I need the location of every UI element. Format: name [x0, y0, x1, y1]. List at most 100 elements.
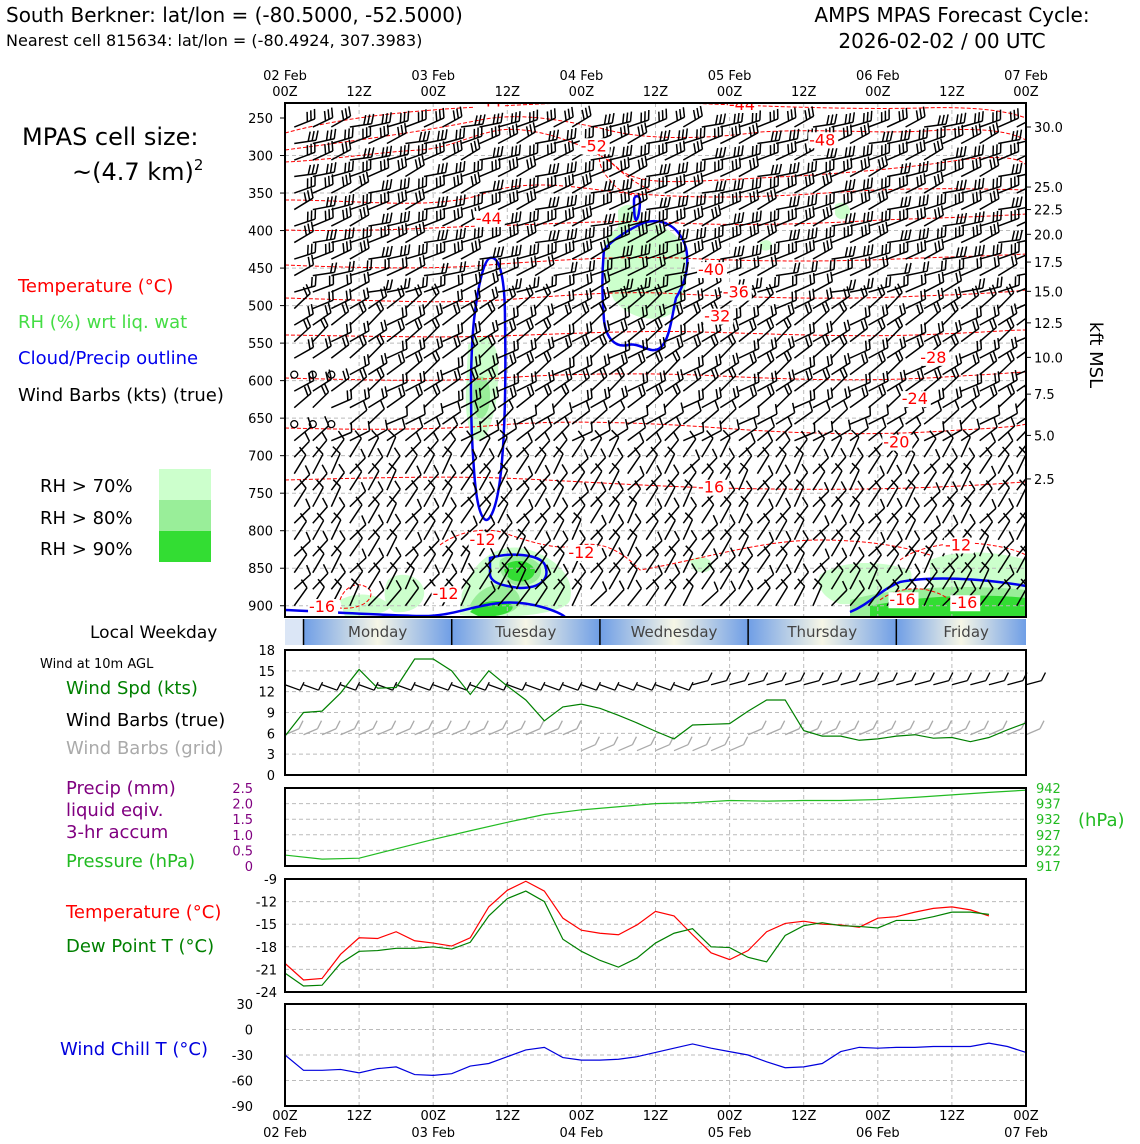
- wind-barb-flag: [719, 354, 721, 364]
- wind-barb-flag: [691, 497, 697, 505]
- wind-barb-flag: [406, 223, 407, 233]
- wind-barb-flag: [627, 179, 628, 189]
- wind-barb-flag: [331, 196, 333, 206]
- wind-barb-flag: [941, 261, 942, 271]
- wind-barb-flag: [657, 498, 661, 507]
- wind-barb-flag: [994, 307, 995, 317]
- wind-barb-flag: [810, 402, 813, 412]
- true-wind-barb: [396, 685, 411, 690]
- wind-barb-flag: [531, 307, 532, 317]
- wind-barb-flag: [681, 403, 683, 413]
- wind-barb: [961, 306, 981, 325]
- wind-barb-flag: [1016, 197, 1018, 207]
- wind-barb-flag: [305, 226, 307, 236]
- wind-barb-flag: [642, 351, 645, 360]
- wind-barb-flag: [979, 279, 981, 289]
- wind-barb-flag: [733, 388, 735, 398]
- wind-barb-flag: [418, 532, 422, 541]
- wind-barb: [998, 432, 1013, 457]
- true-wind-barb: [804, 681, 819, 685]
- wind-barb-flag: [754, 374, 755, 384]
- wind-barb-shaft: [1017, 506, 1031, 523]
- wind-barb-flag: [865, 192, 866, 202]
- wind-barb-flag: [680, 142, 681, 152]
- wind-barb-flag: [775, 255, 777, 265]
- wind-barb-shaft: [591, 438, 602, 457]
- legend-precip-3: 3-hr accum: [66, 822, 168, 843]
- wind-barb-shaft: [739, 556, 753, 573]
- wind-barb-flag: [1028, 416, 1032, 425]
- wind-barb: [628, 351, 645, 374]
- wind-barb-shaft: [850, 428, 868, 440]
- wind-barb-flag: [547, 111, 548, 121]
- wind-barb-flag: [905, 163, 907, 173]
- true-wind-barb-flag: [1041, 673, 1045, 681]
- temperature-label: -12: [945, 535, 971, 554]
- wind-barb-shaft: [924, 439, 936, 458]
- wind-barb-flag: [704, 194, 705, 204]
- wind-barb-flag: [311, 304, 313, 314]
- wind-barb-shaft: [869, 522, 881, 540]
- cell-size-exponent: 2: [194, 156, 204, 174]
- wind-barb-shaft: [739, 489, 752, 507]
- wind-barb-flag: [697, 196, 698, 206]
- wind-barb-shaft: [480, 471, 491, 490]
- kft-tick-label: 10.0: [1034, 351, 1063, 366]
- wind-barb-shaft: [628, 589, 642, 606]
- wind-barb-flag: [824, 242, 826, 252]
- wind-barb-flag: [992, 499, 996, 508]
- wind-barb-flag: [628, 157, 629, 167]
- wind-barb-flag: [738, 180, 739, 190]
- wind-barb-flag: [724, 180, 726, 190]
- wind-barb-flag: [864, 146, 865, 156]
- wind-barb-shaft: [424, 474, 439, 490]
- wind-barb-flag: [886, 338, 887, 348]
- wind-barb: [794, 422, 814, 440]
- calm-wind-circle: [291, 371, 298, 378]
- wind-barb-flag: [385, 420, 387, 430]
- wind-barb-shaft: [442, 506, 456, 523]
- wind-barb-flag: [677, 210, 678, 220]
- wind-barb-shaft: [943, 504, 954, 523]
- wind-barb-shaft: [294, 521, 306, 539]
- wind-barb-shaft: [998, 413, 1017, 424]
- wind-barb-flag: [686, 128, 687, 138]
- wind-barb-flag: [779, 164, 781, 174]
- wind-barb-flag: [827, 274, 828, 284]
- wind-barb: [554, 383, 569, 408]
- wind-barb: [850, 256, 870, 275]
- wind-barb-flag: [497, 180, 499, 190]
- wind-barb-flag: [865, 385, 868, 395]
- wind-barb-flag: [900, 372, 902, 382]
- wind-barb-flag: [538, 210, 539, 220]
- wind-barb-flag: [381, 355, 383, 365]
- wind-barb: [943, 146, 966, 160]
- wind-barb-flag: [612, 113, 614, 123]
- wind-barb-flag: [386, 280, 388, 290]
- wind-barb-flag: [423, 189, 425, 199]
- wind-barb-flag: [660, 198, 662, 208]
- wind-barb-flag: [396, 547, 401, 556]
- true-wind-barb-flag: [708, 673, 712, 681]
- wind-barb-shaft: [554, 473, 568, 490]
- wind-barb-flag: [871, 244, 872, 254]
- wind-barb-flag: [519, 145, 520, 155]
- wind-barb-shaft: [683, 520, 692, 540]
- wind-barb-flag: [883, 340, 884, 350]
- pressure-tick-label: 400: [248, 225, 273, 240]
- true-wind-barb-flag: [633, 682, 637, 690]
- wind-barb-flag: [768, 432, 772, 441]
- wind-barb-shaft: [517, 455, 529, 473]
- cell-size-value: ~(4.7 km)2: [72, 156, 203, 186]
- wind-barb-flag: [749, 127, 751, 137]
- location-title: South Berkner: lat/lon = (-80.5000, -52.…: [6, 3, 463, 27]
- wind-barb-flag: [831, 115, 833, 125]
- wind-barb-flag: [754, 340, 755, 350]
- wind-barb-flag: [660, 372, 662, 382]
- wind-barb: [665, 350, 680, 375]
- wind-barb: [628, 385, 645, 408]
- wind-barb: [405, 131, 429, 144]
- wind-barb-flag: [684, 141, 685, 151]
- wind-barb-flag: [454, 371, 457, 381]
